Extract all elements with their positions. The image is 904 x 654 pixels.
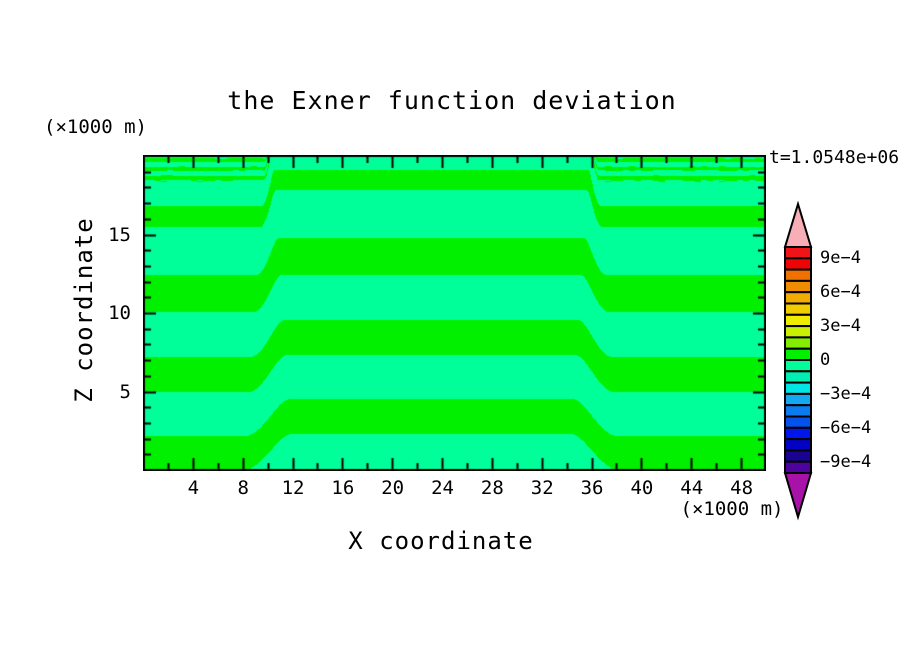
colorbar-segment — [784, 449, 812, 463]
colorbar-segment — [784, 426, 812, 441]
colorbar-segment — [784, 302, 812, 316]
colorbar-segment — [784, 313, 812, 328]
colorbar-label: 0 — [820, 350, 831, 370]
time-annotation: t=1.0548e+06 — [769, 147, 900, 168]
x-tick-label: 16 — [331, 477, 355, 499]
z-tick-label: 10 — [108, 302, 131, 324]
colorbar-label: −3e−4 — [820, 383, 872, 404]
x-tick-label: 48 — [730, 477, 754, 499]
x-tick-label: 20 — [381, 477, 405, 499]
colorbar-segment — [784, 460, 812, 475]
x-tick-label: 12 — [281, 477, 305, 499]
x-tick-label: 8 — [237, 477, 249, 499]
colorbar-segment — [784, 415, 812, 429]
x-tick-label: 4 — [187, 477, 200, 499]
x-axis-unit-note: (×1000 m) — [680, 498, 784, 520]
colorbar-label: 3e−4 — [820, 316, 861, 337]
colorbar-segment — [784, 291, 812, 305]
colorbar-over-arrow — [783, 201, 813, 248]
colorbar-label: −9e−4 — [820, 451, 872, 472]
x-tick-label: 40 — [630, 477, 654, 499]
colorbar — [783, 201, 813, 521]
colorbar-segment — [784, 347, 812, 361]
colorbar-segment — [784, 404, 812, 418]
colorbar-segment — [784, 268, 812, 282]
colorbar-segment — [784, 392, 812, 407]
x-tick-label: 28 — [480, 477, 504, 499]
x-axis-title: X coordinate — [348, 527, 534, 555]
z-tick-label: 15 — [108, 223, 131, 246]
colorbar-segment — [784, 370, 812, 384]
colorbar-segment — [784, 336, 812, 350]
colorbar-segment — [784, 279, 812, 294]
colorbar-segment — [784, 438, 812, 452]
x-tick-label: 36 — [580, 477, 604, 499]
colorbar-segment — [784, 257, 812, 271]
x-tick-label: 32 — [530, 477, 554, 499]
z-axis-unit-note: (×1000 m) — [44, 116, 147, 138]
z-tick-label: 5 — [119, 380, 131, 403]
contour-field-canvas — [143, 155, 766, 471]
colorbar-under-arrow — [783, 472, 813, 521]
colorbar-segment — [784, 246, 812, 260]
colorbar-label: 6e−4 — [820, 282, 861, 303]
colorbar-segment — [784, 381, 812, 395]
x-tick-label: 24 — [431, 477, 454, 499]
plot-title: the Exner function deviation — [227, 86, 677, 115]
colorbar-segment — [784, 325, 812, 339]
contour-plot-area — [143, 155, 766, 471]
colorbar-segment — [784, 359, 812, 373]
x-tick-label: 44 — [680, 477, 704, 499]
colorbar-label: 9e−4 — [820, 248, 861, 269]
colorbar-label: −6e−4 — [820, 417, 872, 438]
